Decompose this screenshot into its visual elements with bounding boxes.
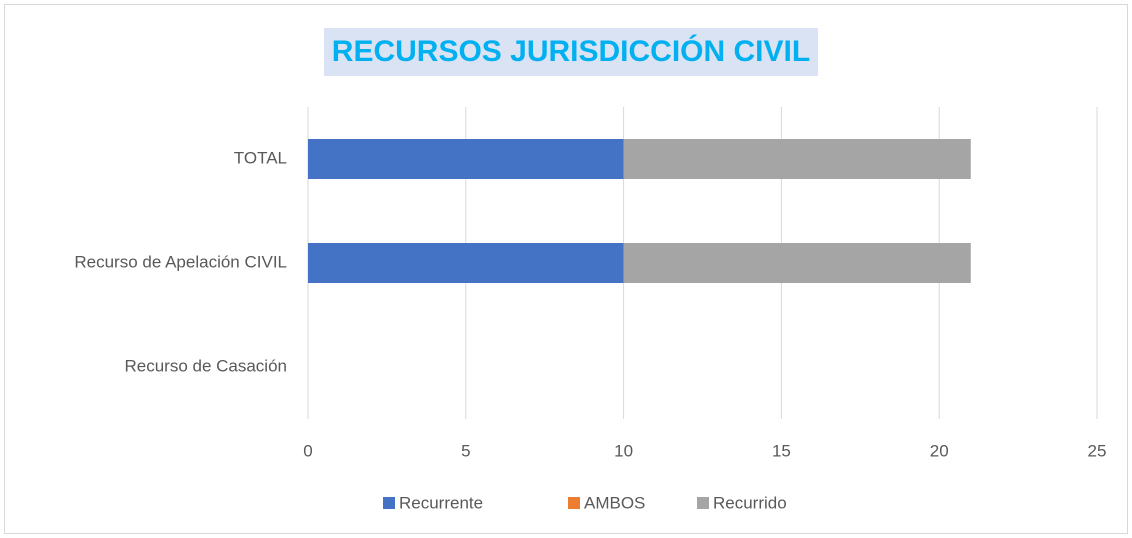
x-tick-label: 5 <box>461 441 470 460</box>
legend-swatch <box>568 497 580 509</box>
legend-swatch <box>697 497 709 509</box>
bar-segment <box>623 139 971 179</box>
legend-label: AMBOS <box>584 493 645 512</box>
chart-title: RECURSOS JURISDICCIÓN CIVIL <box>332 34 810 68</box>
bar-segment <box>623 243 971 283</box>
legend-label: Recurrente <box>399 493 483 512</box>
x-tick-label: 10 <box>614 441 633 460</box>
title-box <box>324 28 818 76</box>
bar-segment <box>308 139 624 179</box>
x-tick-label: 15 <box>772 441 791 460</box>
y-tick-label: Recurso de Casación <box>124 356 287 375</box>
bar-segment <box>308 243 624 283</box>
legend-swatch <box>383 497 395 509</box>
legend-label: Recurrido <box>713 493 787 512</box>
y-tick-label: Recurso de Apelación CIVIL <box>74 252 287 271</box>
x-tick-label: 20 <box>930 441 949 460</box>
x-tick-label: 25 <box>1088 441 1107 460</box>
y-tick-label: TOTAL <box>234 148 287 167</box>
x-tick-label: 0 <box>303 441 312 460</box>
